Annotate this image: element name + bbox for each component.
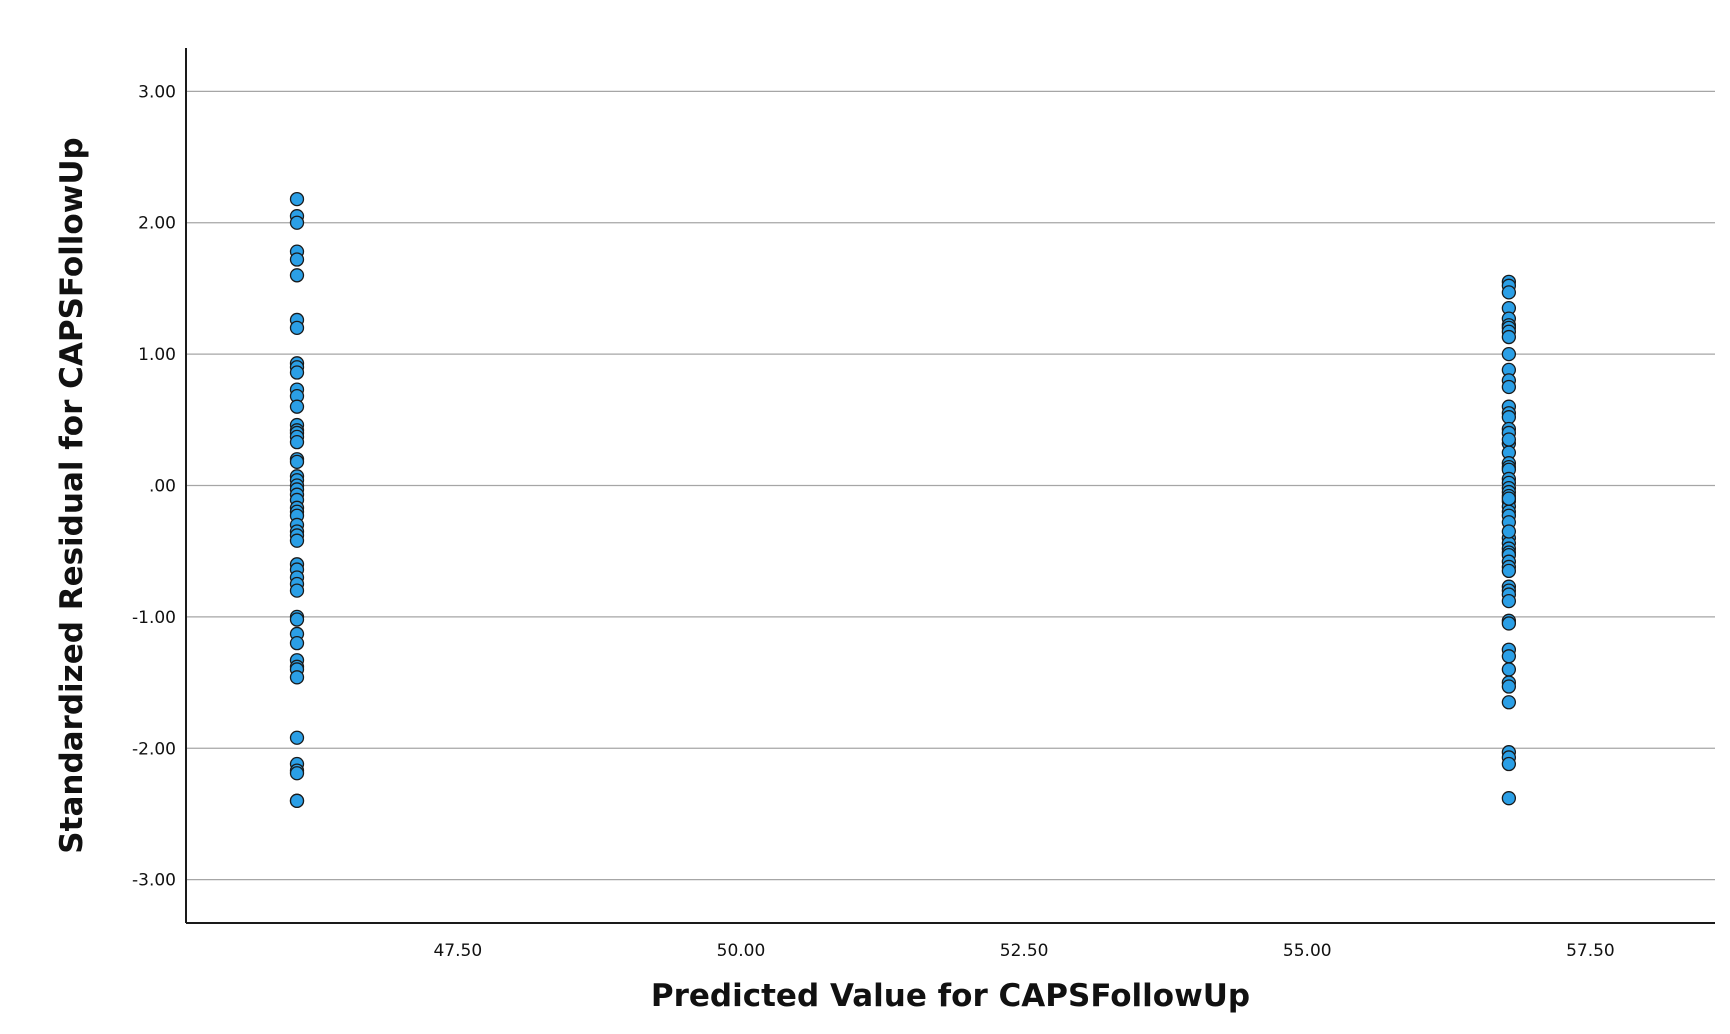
data-points bbox=[289, 191, 1517, 808]
y-tick-labels: 3.00 2.00 1.00 .00 -1.00 -2.00 -3.00 bbox=[132, 82, 176, 890]
data-point bbox=[1501, 679, 1517, 694]
x-tick-label: 57.50 bbox=[1566, 941, 1615, 961]
data-point bbox=[289, 320, 305, 335]
data-point bbox=[1501, 593, 1517, 609]
data-point bbox=[1501, 379, 1517, 395]
x-axis-title: Predicted Value for CAPSFollowUp bbox=[651, 978, 1250, 1014]
data-point bbox=[1501, 695, 1517, 710]
data-point bbox=[1501, 791, 1517, 806]
data-point bbox=[289, 434, 305, 450]
data-point bbox=[1501, 563, 1517, 579]
data-point bbox=[289, 583, 305, 598]
data-point bbox=[1501, 616, 1517, 631]
data-point bbox=[289, 215, 305, 230]
y-tick-label: 3.00 bbox=[138, 82, 176, 102]
x-tick-label: 55.00 bbox=[1283, 941, 1332, 961]
axes bbox=[185, 48, 1715, 924]
data-point bbox=[1501, 329, 1517, 345]
data-point bbox=[1501, 410, 1517, 425]
data-point bbox=[1501, 662, 1517, 677]
data-point bbox=[289, 730, 305, 745]
data-point bbox=[289, 670, 305, 685]
x-tick-labels: 47.50 50.00 52.50 55.00 57.50 bbox=[433, 941, 1614, 961]
data-point bbox=[289, 533, 305, 548]
y-axis-title: Standardized Residual for CAPSFollowUp bbox=[54, 137, 90, 853]
x-tick-label: 50.00 bbox=[717, 941, 766, 961]
x-tick-label: 52.50 bbox=[1000, 941, 1049, 961]
data-point bbox=[289, 252, 305, 267]
y-tick-label: .00 bbox=[149, 477, 176, 497]
y-tick-label: -2.00 bbox=[132, 739, 176, 759]
y-tick-label: -1.00 bbox=[132, 608, 176, 628]
data-point bbox=[289, 793, 305, 808]
data-point bbox=[1501, 756, 1517, 772]
data-point bbox=[289, 399, 305, 414]
data-point bbox=[289, 612, 305, 627]
y-tick-label: 1.00 bbox=[138, 345, 176, 365]
data-point bbox=[289, 766, 305, 781]
x-tick-label: 47.50 bbox=[433, 941, 482, 961]
data-point bbox=[289, 636, 305, 651]
data-point bbox=[289, 454, 305, 470]
data-point bbox=[1501, 491, 1517, 506]
y-tick-label: 2.00 bbox=[138, 214, 176, 234]
data-point bbox=[289, 365, 305, 380]
data-point bbox=[1501, 285, 1517, 300]
data-point bbox=[1501, 649, 1517, 664]
y-tick-label: -3.00 bbox=[132, 871, 176, 891]
data-point bbox=[289, 268, 305, 283]
grid-lines bbox=[186, 90, 1715, 881]
data-point bbox=[1501, 524, 1517, 539]
data-point bbox=[1501, 432, 1517, 447]
data-point bbox=[1501, 346, 1517, 362]
data-point bbox=[289, 191, 305, 207]
